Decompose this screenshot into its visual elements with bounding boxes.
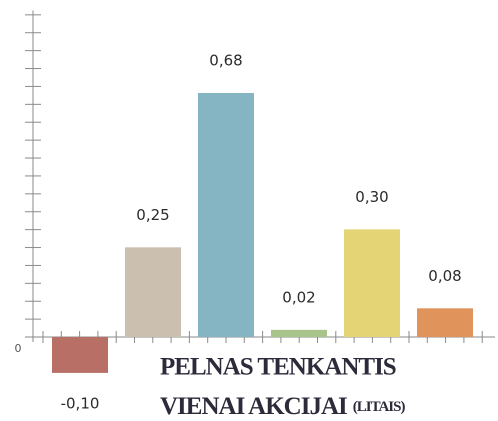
value-label: 0,25 [136, 206, 169, 224]
chart-title: PELNAS TENKANTIS [160, 354, 396, 381]
chart-subtitle: (LITAIS) [353, 399, 406, 415]
bar [198, 93, 254, 338]
bar [344, 229, 400, 338]
y-tick-label: 0 [15, 342, 22, 355]
chart-title-line: VIENAI AKCIJAI [160, 393, 347, 420]
bar [417, 308, 473, 338]
value-label: 0,68 [209, 52, 242, 70]
bar [125, 247, 181, 338]
value-label: 0,08 [428, 267, 461, 285]
bar [52, 337, 108, 373]
value-label: -0,10 [61, 394, 100, 412]
chart-title: VIENAI AKCIJAI (LITAIS) [160, 393, 405, 420]
value-label: 0,30 [355, 188, 388, 206]
value-label: 0,02 [282, 288, 315, 306]
axis-decoration [25, 10, 495, 344]
bar [271, 329, 327, 338]
